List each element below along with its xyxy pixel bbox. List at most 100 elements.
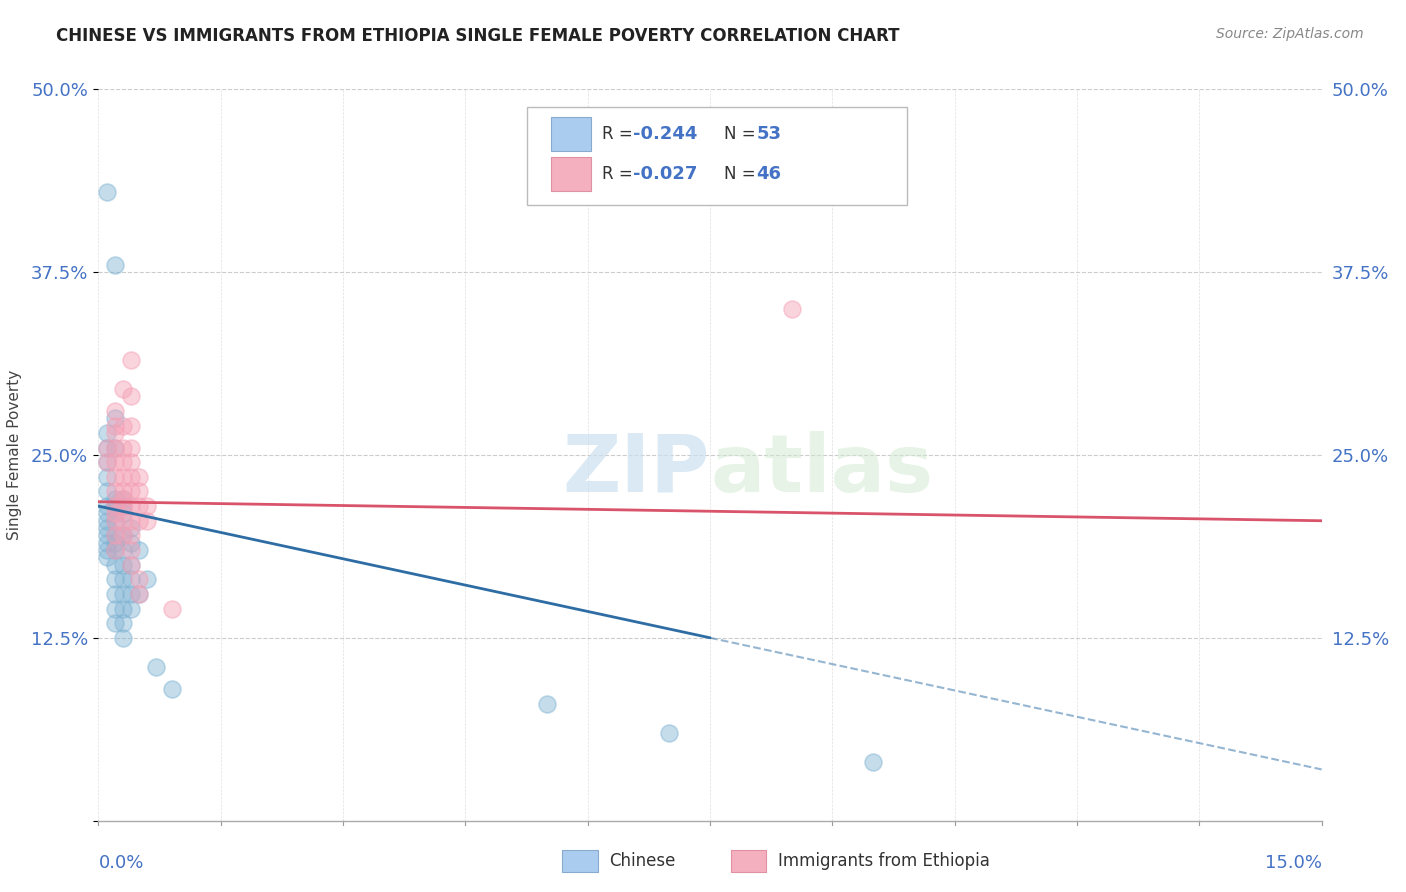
Point xyxy=(111,601,134,615)
Point xyxy=(120,352,142,367)
Point xyxy=(96,455,118,469)
Point xyxy=(104,441,127,455)
Point xyxy=(104,491,127,506)
Point xyxy=(145,660,167,674)
Text: 15.0%: 15.0% xyxy=(1264,854,1322,871)
Point xyxy=(120,528,142,542)
Text: 0.0%: 0.0% xyxy=(98,854,143,871)
Point xyxy=(658,726,681,740)
Point xyxy=(104,418,127,433)
Point xyxy=(96,507,118,521)
Point xyxy=(111,455,134,469)
Text: Chinese: Chinese xyxy=(609,852,675,870)
Point xyxy=(104,572,127,586)
Point xyxy=(96,514,118,528)
Point xyxy=(104,528,127,542)
Point xyxy=(104,587,127,601)
Point xyxy=(120,514,142,528)
Point xyxy=(96,499,118,513)
Point xyxy=(96,455,118,469)
Point xyxy=(136,514,159,528)
Point xyxy=(96,484,118,499)
Point xyxy=(111,616,134,631)
Point xyxy=(120,499,142,513)
Point xyxy=(111,484,134,499)
Point xyxy=(104,404,127,418)
Point xyxy=(96,441,118,455)
Point xyxy=(160,681,183,696)
Point xyxy=(96,425,118,440)
Point xyxy=(104,499,127,513)
Point xyxy=(111,499,134,513)
Point xyxy=(104,441,127,455)
Point xyxy=(111,558,134,572)
Point xyxy=(111,514,134,528)
Point xyxy=(104,484,127,499)
Point xyxy=(128,572,150,586)
Point xyxy=(111,499,134,513)
Text: -0.244: -0.244 xyxy=(633,125,697,143)
Point xyxy=(128,484,150,499)
Text: CHINESE VS IMMIGRANTS FROM ETHIOPIA SINGLE FEMALE POVERTY CORRELATION CHART: CHINESE VS IMMIGRANTS FROM ETHIOPIA SING… xyxy=(56,27,900,45)
Point xyxy=(111,491,134,506)
Point xyxy=(128,470,150,484)
Point xyxy=(96,185,118,199)
Point xyxy=(120,521,142,535)
Point xyxy=(111,631,134,645)
Point xyxy=(111,572,134,586)
Point xyxy=(120,418,142,433)
Point xyxy=(104,455,127,469)
Point xyxy=(104,601,127,615)
Point xyxy=(104,470,127,484)
Text: 53: 53 xyxy=(756,125,782,143)
Point xyxy=(104,514,127,528)
Point xyxy=(120,470,142,484)
Point xyxy=(120,601,142,615)
Text: N =: N = xyxy=(724,165,761,183)
Point xyxy=(111,491,134,506)
Text: -0.027: -0.027 xyxy=(633,165,697,183)
Point xyxy=(120,389,142,403)
Text: 46: 46 xyxy=(756,165,782,183)
Point xyxy=(120,587,142,601)
Text: R =: R = xyxy=(602,165,638,183)
Point xyxy=(128,587,150,601)
Point xyxy=(128,514,150,528)
Point xyxy=(120,441,142,455)
Y-axis label: Single Female Poverty: Single Female Poverty xyxy=(7,370,22,540)
Point xyxy=(104,425,127,440)
Point xyxy=(136,572,159,586)
Text: Immigrants from Ethiopia: Immigrants from Ethiopia xyxy=(778,852,990,870)
Point xyxy=(104,499,127,513)
Text: ZIP: ZIP xyxy=(562,431,710,508)
Point xyxy=(104,507,127,521)
Point xyxy=(104,543,127,558)
Point xyxy=(96,528,118,542)
Point xyxy=(96,550,118,565)
Point xyxy=(780,301,803,316)
Point xyxy=(536,697,558,711)
Point xyxy=(136,499,159,513)
Text: N =: N = xyxy=(724,125,761,143)
Point xyxy=(120,535,142,549)
Point xyxy=(111,382,134,396)
Point xyxy=(111,528,134,542)
Point xyxy=(104,543,127,558)
Point xyxy=(104,411,127,425)
Point xyxy=(111,418,134,433)
Text: Source: ZipAtlas.com: Source: ZipAtlas.com xyxy=(1216,27,1364,41)
Point xyxy=(111,470,134,484)
Point xyxy=(160,601,183,615)
Point xyxy=(128,587,150,601)
Point xyxy=(104,558,127,572)
Point xyxy=(104,258,127,272)
Point xyxy=(96,441,118,455)
Point xyxy=(104,528,127,542)
Point xyxy=(862,755,884,769)
Point xyxy=(120,455,142,469)
Point xyxy=(96,521,118,535)
Point xyxy=(120,572,142,586)
Point xyxy=(120,543,142,558)
Point xyxy=(128,543,150,558)
Point xyxy=(111,507,134,521)
